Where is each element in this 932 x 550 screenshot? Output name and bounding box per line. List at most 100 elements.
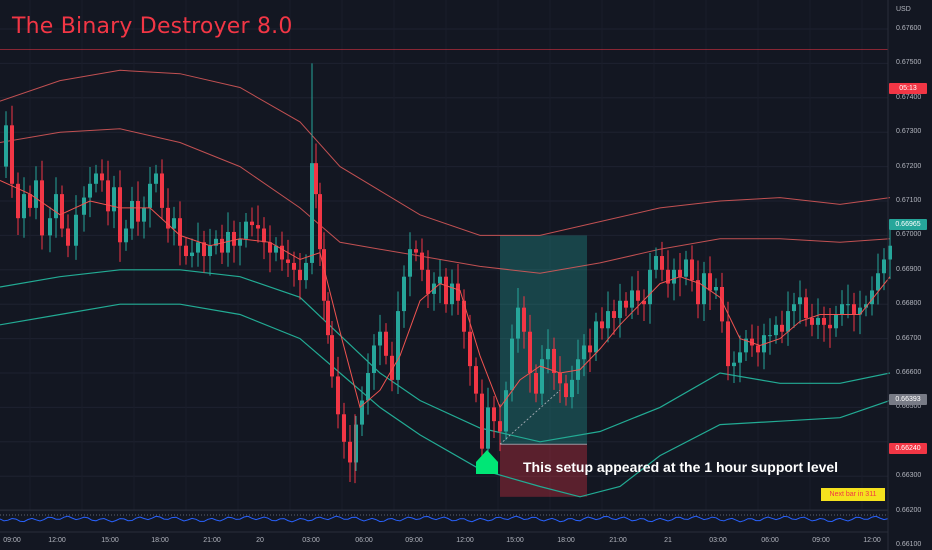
- candle-body: [660, 256, 664, 270]
- candle: [250, 207, 254, 237]
- candle-body: [612, 311, 616, 318]
- candle-body: [28, 194, 32, 208]
- candle-body: [810, 317, 814, 325]
- candle: [708, 256, 712, 311]
- candle-body: [804, 297, 808, 318]
- candle: [426, 250, 430, 308]
- candle-body: [166, 207, 170, 229]
- candle: [792, 292, 796, 328]
- candle: [588, 328, 592, 372]
- trade-path-line: [499, 389, 561, 445]
- candle-body: [160, 173, 164, 208]
- candle-body: [348, 441, 352, 463]
- candle: [432, 272, 436, 311]
- candle: [522, 296, 526, 349]
- candle-body: [94, 173, 98, 184]
- candle: [450, 269, 454, 316]
- candle-body: [100, 173, 104, 181]
- candle: [124, 219, 128, 251]
- candle: [130, 186, 134, 240]
- price-tick-label: 0.67500: [896, 59, 922, 66]
- price-tick-label: 0.67600: [896, 25, 922, 32]
- candle: [690, 245, 694, 292]
- candle: [214, 230, 218, 255]
- candle-body: [184, 245, 188, 257]
- candle: [720, 272, 724, 333]
- candle: [184, 237, 188, 265]
- candle: [94, 164, 98, 193]
- candle-body: [40, 180, 44, 236]
- candle: [82, 186, 86, 232]
- candle-body: [474, 366, 478, 394]
- candle: [10, 105, 14, 198]
- candle: [390, 341, 394, 392]
- candle-body: [882, 259, 886, 274]
- candle: [220, 224, 224, 264]
- entry-price-label: 0.66393: [889, 394, 927, 405]
- candle-body: [606, 311, 610, 329]
- candle: [172, 206, 176, 246]
- candle: [738, 335, 742, 383]
- candle-body: [888, 245, 892, 260]
- candle-body: [256, 225, 260, 229]
- candle-body: [840, 304, 844, 315]
- candle-body: [756, 345, 760, 353]
- candle-body: [384, 331, 388, 356]
- candle: [816, 298, 820, 339]
- candle: [516, 288, 520, 353]
- candle-body: [768, 335, 772, 337]
- candle-body: [786, 311, 790, 332]
- candle: [322, 232, 326, 321]
- price-tick-label: 0.67300: [896, 128, 922, 135]
- candle: [486, 387, 490, 463]
- price-tick-label: 0.67100: [896, 197, 922, 204]
- candle: [60, 185, 64, 238]
- candle-body: [564, 383, 568, 398]
- candle-body: [492, 407, 496, 422]
- candle: [624, 292, 628, 317]
- candle: [732, 351, 736, 383]
- candle-body: [822, 317, 826, 325]
- candle-body: [798, 297, 802, 305]
- candle-body: [648, 269, 652, 305]
- candle: [330, 321, 334, 388]
- candle-body: [552, 348, 556, 373]
- candle: [28, 185, 32, 217]
- candle-body: [462, 300, 466, 332]
- candle: [468, 314, 472, 386]
- candle-body: [360, 400, 364, 425]
- candle: [148, 166, 152, 228]
- candle: [780, 310, 784, 344]
- candle-body: [450, 283, 454, 305]
- candle-body: [732, 362, 736, 367]
- candle-body: [504, 390, 508, 432]
- candle-body: [244, 221, 248, 239]
- candle-body: [326, 300, 330, 336]
- candle-body: [852, 304, 856, 315]
- candle-body: [834, 314, 838, 329]
- candle-body: [142, 207, 146, 222]
- candle-body: [136, 201, 140, 222]
- candle: [696, 260, 700, 319]
- candle-body: [414, 249, 418, 253]
- candle: [858, 290, 862, 335]
- candle: [314, 143, 318, 209]
- candle-body: [22, 194, 26, 219]
- candle-body: [74, 214, 78, 246]
- candle-body: [178, 218, 182, 246]
- candle: [34, 166, 38, 220]
- candle: [160, 159, 164, 220]
- time-tick-label: 03:00: [302, 537, 320, 544]
- candle-body: [588, 345, 592, 353]
- candle: [828, 307, 832, 348]
- candle: [414, 240, 418, 262]
- candle-body: [558, 373, 562, 384]
- candle: [540, 345, 544, 405]
- candle-body: [720, 287, 724, 322]
- candle: [16, 172, 20, 236]
- chart-grid: [0, 28, 888, 512]
- current-price-label: 0.66965: [889, 219, 927, 230]
- candle: [366, 353, 370, 415]
